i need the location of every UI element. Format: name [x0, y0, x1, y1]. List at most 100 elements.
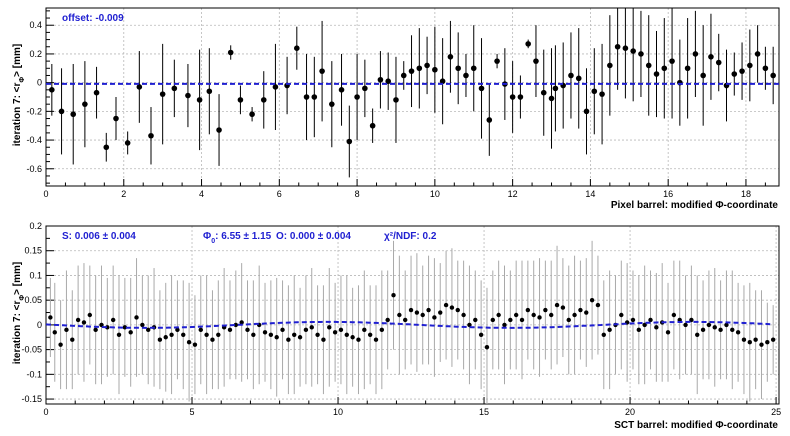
data-point: [245, 327, 250, 333]
data-point: [478, 85, 485, 92]
phi0-symbol: Φ: [203, 231, 211, 242]
data-point: [134, 315, 139, 320]
data-point: [531, 312, 536, 318]
x-tick-label: 10: [333, 407, 343, 417]
data-point: [455, 307, 460, 313]
data-point: [630, 317, 636, 323]
data-point: [560, 305, 566, 310]
data-point: [251, 332, 256, 337]
x-tick-label: 10: [430, 189, 440, 199]
data-point: [416, 65, 423, 72]
data-point: [700, 327, 706, 333]
data-point: [700, 72, 706, 79]
data-point: [684, 65, 691, 72]
data-point: [99, 322, 104, 328]
data-point: [708, 54, 714, 60]
x-tick-label: 8: [355, 189, 360, 199]
sct-y-label-sub: Φ: [19, 295, 26, 301]
data-point: [636, 327, 642, 333]
x-tick-label: 18: [741, 189, 751, 199]
y-tick-label: 0: [37, 320, 42, 330]
data-point: [762, 65, 769, 72]
data-point: [350, 335, 355, 340]
data-point: [513, 312, 519, 318]
data-point: [48, 315, 53, 320]
data-point: [467, 322, 472, 328]
data-point: [249, 111, 255, 118]
data-point: [753, 337, 758, 342]
data-point: [449, 305, 455, 310]
data-point: [356, 337, 361, 342]
y-tick-label: 0.15: [24, 246, 42, 256]
data-point: [554, 302, 560, 308]
data-point: [113, 115, 119, 122]
data-point: [619, 312, 624, 318]
data-point: [128, 330, 133, 335]
data-point: [192, 342, 198, 347]
y-tick-label: 0.2: [29, 49, 42, 59]
x-tick-label: 2: [121, 189, 126, 199]
data-point: [683, 322, 688, 328]
y-tick-label: 0.1: [29, 270, 42, 280]
data-point: [443, 302, 449, 308]
data-point: [432, 66, 438, 73]
data-point: [525, 41, 531, 47]
data-point: [438, 310, 443, 315]
data-point: [262, 330, 268, 335]
data-point: [508, 317, 513, 323]
data-point: [93, 89, 100, 96]
data-point: [327, 325, 332, 330]
data-point: [630, 48, 636, 54]
data-point: [297, 335, 303, 340]
data-point: [81, 320, 87, 325]
data-point: [470, 65, 477, 72]
data-point: [599, 91, 605, 97]
data-point: [730, 327, 735, 333]
data-point: [198, 327, 203, 333]
data-point: [645, 62, 652, 69]
data-point: [292, 332, 297, 337]
data-point: [583, 108, 590, 115]
data-point: [140, 322, 145, 328]
data-point: [354, 94, 360, 100]
y-tick-label: -0.05: [21, 345, 42, 355]
data-point: [653, 71, 660, 77]
data-point: [204, 332, 209, 337]
data-point: [461, 312, 466, 318]
phi0-value: : 6.55 ± 1.15: [215, 231, 272, 242]
data-point: [770, 72, 776, 79]
data-point: [185, 92, 191, 99]
y-tick-label: 0.2: [29, 221, 42, 231]
data-point: [385, 78, 391, 85]
data-point: [391, 293, 396, 298]
data-point: [607, 62, 613, 69]
data-point: [272, 84, 279, 90]
data-point: [321, 337, 326, 342]
data-point: [622, 45, 629, 51]
offset-annotation: offset: -0.009: [62, 13, 124, 24]
data-point: [136, 84, 143, 90]
data-point: [543, 307, 548, 313]
sine-fit-curve: [45, 320, 771, 329]
data-point: [654, 325, 659, 330]
data-point: [408, 68, 415, 74]
data-point: [568, 72, 574, 79]
data-point: [706, 322, 712, 328]
data-point: [578, 307, 583, 313]
data-point: [669, 58, 675, 64]
data-point: [103, 144, 110, 151]
data-point: [70, 111, 77, 118]
data-point: [171, 85, 178, 92]
data-point: [397, 312, 402, 318]
chi2-annotation: χ²/NDF: 0.2: [384, 231, 437, 242]
data-point: [87, 312, 93, 318]
data-point: [463, 72, 469, 79]
data-point: [718, 327, 723, 333]
data-point: [373, 337, 379, 342]
data-point: [169, 332, 174, 337]
plot-frame: [45, 225, 780, 405]
data-point: [426, 307, 431, 313]
data-point: [754, 51, 761, 57]
data-point: [414, 310, 420, 315]
data-point: [274, 335, 279, 340]
